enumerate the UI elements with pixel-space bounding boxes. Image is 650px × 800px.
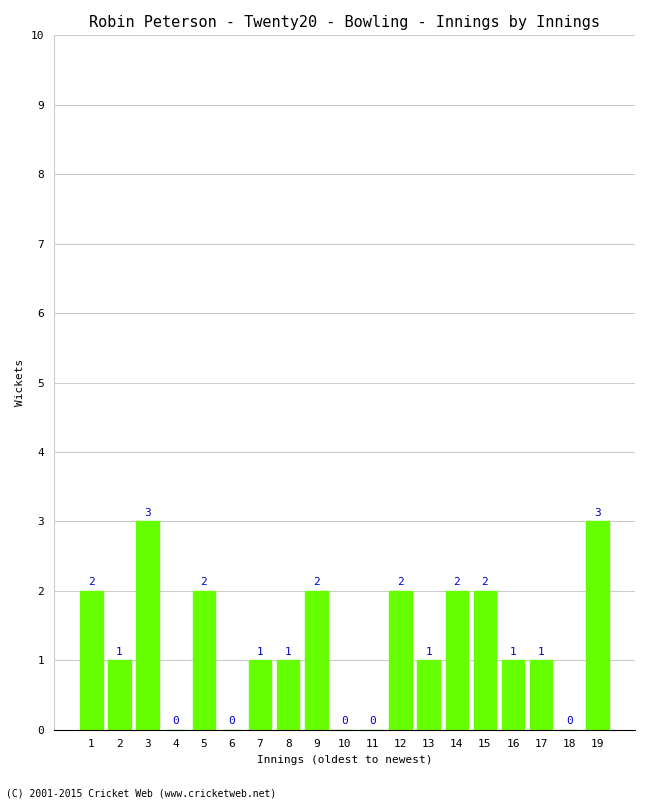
Text: 2: 2 [454, 578, 460, 587]
Text: 1: 1 [510, 647, 516, 657]
Text: 1: 1 [257, 647, 263, 657]
Text: 0: 0 [229, 716, 235, 726]
Bar [249, 660, 271, 730]
Bar [474, 591, 496, 730]
Text: 1: 1 [538, 647, 545, 657]
Bar [277, 660, 300, 730]
Text: 2: 2 [200, 578, 207, 587]
Text: 2: 2 [482, 578, 488, 587]
Bar [530, 660, 552, 730]
Text: 3: 3 [144, 508, 151, 518]
Bar [445, 591, 468, 730]
Text: 0: 0 [566, 716, 573, 726]
Bar [305, 591, 328, 730]
Y-axis label: Wickets: Wickets [15, 359, 25, 406]
Bar [586, 522, 608, 730]
Title: Robin Peterson - Twenty20 - Bowling - Innings by Innings: Robin Peterson - Twenty20 - Bowling - In… [89, 15, 600, 30]
X-axis label: Innings (oldest to newest): Innings (oldest to newest) [257, 755, 432, 765]
Bar [389, 591, 412, 730]
Text: (C) 2001-2015 Cricket Web (www.cricketweb.net): (C) 2001-2015 Cricket Web (www.cricketwe… [6, 788, 277, 798]
Text: 0: 0 [369, 716, 376, 726]
Text: 2: 2 [313, 578, 320, 587]
Bar [80, 591, 103, 730]
Text: 1: 1 [116, 647, 123, 657]
Bar [192, 591, 215, 730]
Text: 2: 2 [88, 578, 95, 587]
Bar [136, 522, 159, 730]
Text: 3: 3 [594, 508, 601, 518]
Text: 1: 1 [285, 647, 292, 657]
Bar [502, 660, 525, 730]
Text: 2: 2 [397, 578, 404, 587]
Bar [417, 660, 440, 730]
Text: 0: 0 [341, 716, 348, 726]
Text: 0: 0 [172, 716, 179, 726]
Bar [109, 660, 131, 730]
Text: 1: 1 [425, 647, 432, 657]
